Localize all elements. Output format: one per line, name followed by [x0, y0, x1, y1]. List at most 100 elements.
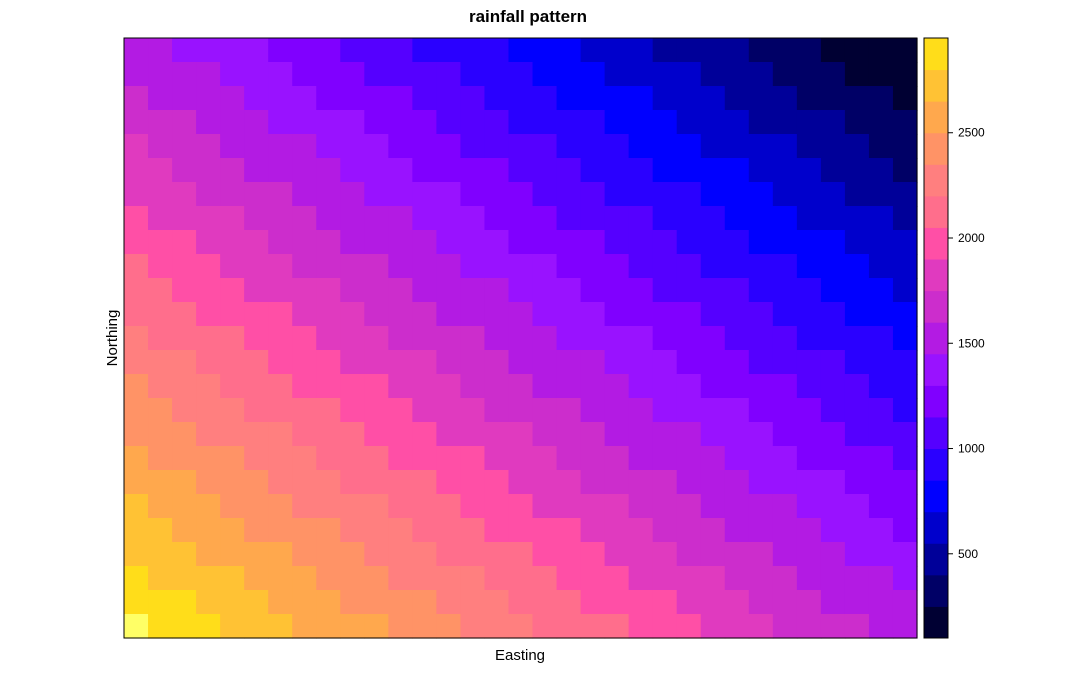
heatmap-cell [124, 158, 149, 183]
heatmap-cell [700, 494, 726, 519]
heatmap-cell [892, 110, 918, 135]
heatmap-cell [460, 446, 486, 471]
heatmap-cell [604, 302, 630, 327]
heatmap-cell [172, 374, 197, 399]
heatmap-cell [748, 86, 774, 111]
heatmap-cell [340, 518, 365, 543]
heatmap-cell [676, 422, 702, 447]
heatmap-cell [220, 134, 245, 159]
heatmap-cell [820, 518, 846, 543]
heatmap-cell [748, 254, 774, 279]
heatmap-cell [580, 494, 606, 519]
heatmap-cell [460, 374, 486, 399]
heatmap-cell [268, 134, 293, 159]
colorkey-swatch [924, 195, 948, 228]
heatmap-cell [868, 158, 894, 183]
heatmap-cell [652, 566, 678, 591]
heatmap-cell [652, 134, 678, 159]
heatmap-cell [748, 542, 774, 567]
heatmap-cell [148, 614, 173, 639]
heatmap-cell [460, 62, 486, 87]
heatmap-cell [844, 566, 870, 591]
heatmap-cell [388, 374, 413, 399]
heatmap-cell [796, 326, 822, 351]
heatmap-cell [364, 206, 389, 231]
heatmap-cell [412, 398, 437, 423]
heatmap-cell [292, 38, 317, 63]
heatmap-cell [316, 494, 341, 519]
heatmap-cell [364, 422, 389, 447]
heatmap-cell [844, 302, 870, 327]
heatmap-cell [316, 566, 341, 591]
heatmap-cell [148, 374, 173, 399]
heatmap-cell [652, 494, 678, 519]
heatmap-cell [772, 110, 798, 135]
heatmap-cell [268, 230, 293, 255]
heatmap-cell [844, 182, 870, 207]
heatmap-cell [460, 326, 486, 351]
heatmap-cell [724, 206, 750, 231]
heatmap-cell [340, 422, 365, 447]
heatmap-cell [796, 182, 822, 207]
heatmap-cell [652, 206, 678, 231]
colorkey-swatch [924, 38, 948, 71]
colorkey-swatch [924, 164, 948, 197]
heatmap-cell [508, 566, 534, 591]
heatmap-cell [604, 470, 630, 495]
heatmap-cell [676, 158, 702, 183]
heatmap-cell [508, 182, 534, 207]
heatmap-cell [820, 494, 846, 519]
colorkey-swatch [924, 543, 948, 576]
heatmap-cell [604, 110, 630, 135]
heatmap-cell [844, 110, 870, 135]
heatmap-cell [316, 446, 341, 471]
heatmap-cell [268, 326, 293, 351]
heatmap-cell [700, 590, 726, 615]
heatmap-cell [148, 302, 173, 327]
heatmap-cell [508, 110, 534, 135]
heatmap-cell [580, 86, 606, 111]
heatmap-cell [124, 86, 149, 111]
heatmap-cell [652, 230, 678, 255]
heatmap-cell [292, 374, 317, 399]
heatmap-cell [220, 542, 245, 567]
heatmap-cell [892, 350, 918, 375]
heatmap-cell [172, 134, 197, 159]
heatmap-cell [436, 134, 462, 159]
heatmap-cell [820, 590, 846, 615]
heatmap-cell [460, 86, 486, 111]
heatmap-cell [508, 614, 534, 639]
heatmap-cell [460, 470, 486, 495]
heatmap-cell [244, 470, 269, 495]
heatmap-cell [652, 470, 678, 495]
heatmap-cell [196, 302, 221, 327]
heatmap-cell [508, 38, 534, 63]
heatmap-cell [508, 542, 534, 567]
heatmap-cell [772, 230, 798, 255]
heatmap-cell [820, 542, 846, 567]
heatmap-cell [556, 38, 582, 63]
heatmap-cell [364, 446, 389, 471]
heatmap-cell [628, 446, 654, 471]
heatmap-cells [124, 38, 918, 639]
heatmap-cell [172, 614, 197, 639]
heatmap-cell [436, 302, 462, 327]
heatmap-cell [124, 254, 149, 279]
panel-border [123, 37, 918, 639]
heatmap-cell [460, 38, 486, 63]
heatmap-cell [700, 278, 726, 303]
heatmap-cell [676, 230, 702, 255]
heatmap-cell [748, 110, 774, 135]
heatmap-cell [772, 62, 798, 87]
heatmap-cell [148, 110, 173, 135]
heatmap-cell [724, 614, 750, 639]
heatmap-cell [580, 158, 606, 183]
heatmap-cell [196, 542, 221, 567]
heatmap-cell [244, 134, 269, 159]
heatmap-cell [700, 446, 726, 471]
heatmap-cell [772, 350, 798, 375]
heatmap-cell [124, 206, 149, 231]
heatmap-cell [340, 494, 365, 519]
heatmap-cell [604, 86, 630, 111]
heatmap-cell [628, 110, 654, 135]
